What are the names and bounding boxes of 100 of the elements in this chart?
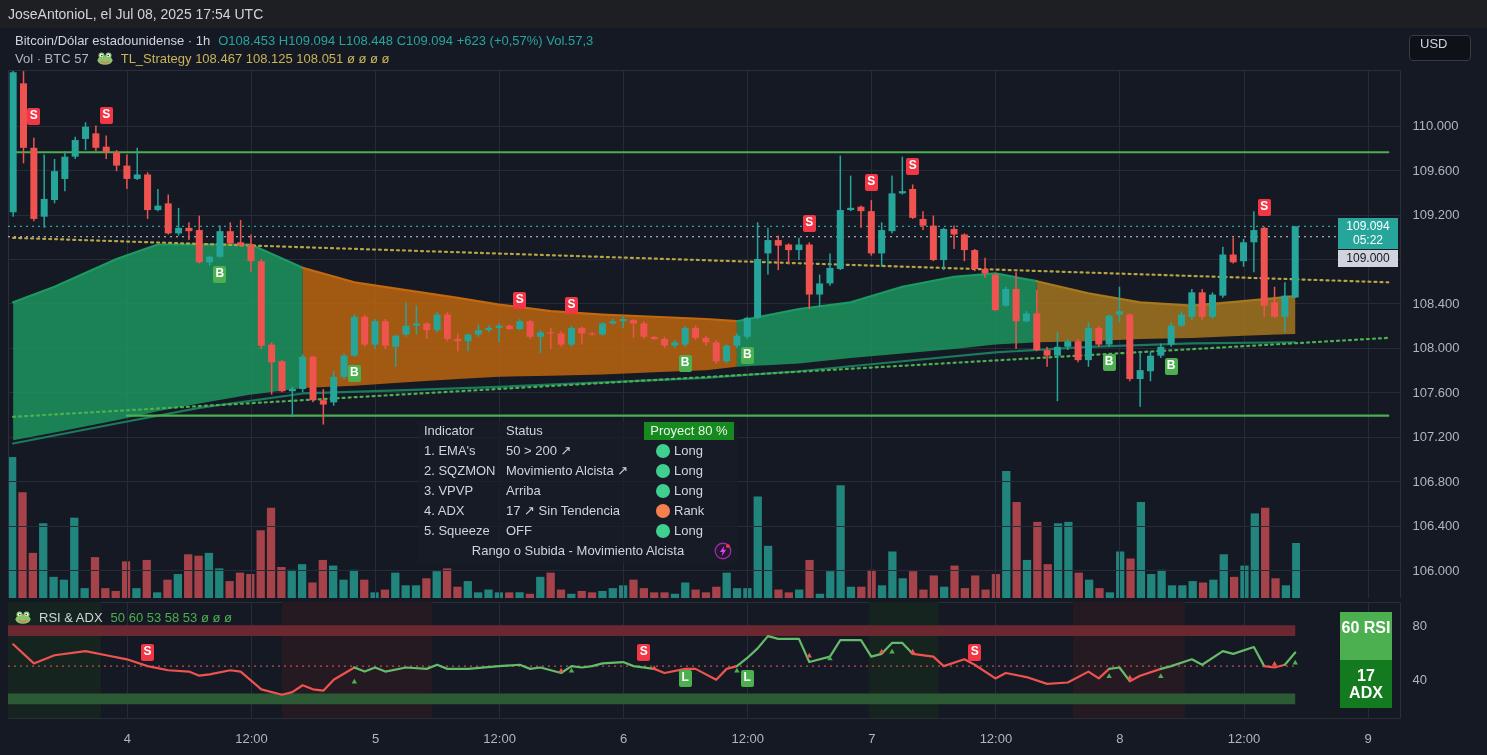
bar — [815, 593, 825, 598]
bar — [1209, 579, 1218, 598]
x-tick-label: 6 — [620, 730, 628, 746]
annotation: 5. Squeeze — [424, 523, 490, 539]
annotation: B — [347, 364, 361, 382]
bar — [1271, 578, 1280, 598]
bar — [411, 585, 421, 598]
candlestick — [1167, 321, 1175, 348]
annotation: 1. EMA's — [424, 443, 476, 459]
annotation: S — [564, 297, 578, 315]
bar — [256, 530, 265, 598]
candlestick — [340, 352, 348, 380]
bar — [536, 576, 545, 598]
bar — [919, 589, 928, 598]
bar — [391, 572, 400, 598]
y-tick-label: 108.400 — [1412, 295, 1460, 311]
bar — [1095, 588, 1104, 598]
bar — [152, 592, 162, 598]
candlestick — [1229, 237, 1237, 265]
bar — [567, 593, 576, 598]
y-tick-label: 106.400 — [1412, 518, 1460, 534]
annotation: S — [864, 173, 878, 191]
x-tick-label: 12:00 — [1227, 730, 1261, 746]
bar — [981, 589, 990, 598]
bar — [1240, 565, 1249, 598]
bar — [442, 568, 452, 598]
bar — [898, 578, 907, 598]
annotation: B — [213, 266, 227, 284]
candlestick — [960, 232, 968, 262]
candlestick — [1271, 286, 1279, 319]
y-tick-label: 106.800 — [1412, 473, 1460, 489]
candlestick — [971, 248, 979, 272]
bar — [266, 507, 276, 598]
candlestick — [1209, 291, 1217, 320]
annotation: S — [906, 158, 920, 176]
bar — [1064, 521, 1073, 598]
candlestick — [981, 257, 989, 279]
annotation: Long — [674, 463, 703, 479]
point — [651, 665, 657, 670]
bar — [111, 590, 120, 598]
bar — [857, 586, 866, 598]
candlestick — [247, 233, 255, 274]
x-tick-label: 12:00 — [235, 730, 268, 746]
annotation: B — [740, 347, 754, 365]
bar — [608, 588, 617, 598]
bar — [929, 575, 938, 598]
line-series — [12, 341, 1297, 445]
bar — [80, 588, 89, 598]
text: Vol · BTC 57 — [15, 51, 89, 66]
bar — [1178, 585, 1187, 598]
candlestick — [371, 318, 379, 350]
annotation: Long — [674, 483, 703, 499]
bar — [556, 589, 566, 598]
bar — [225, 581, 234, 598]
bar — [432, 571, 441, 598]
bar — [1250, 513, 1259, 598]
annotation: S — [27, 108, 41, 126]
bar — [505, 592, 514, 598]
bar — [297, 564, 307, 598]
text: RSI & ADX — [39, 610, 103, 625]
point — [878, 648, 885, 654]
bar — [908, 571, 918, 598]
candlestick — [774, 234, 782, 271]
bar — [940, 586, 949, 598]
bar — [877, 585, 887, 598]
bar — [639, 588, 648, 598]
bar — [453, 586, 462, 598]
bar — [701, 592, 711, 598]
bar — [380, 589, 390, 598]
bar — [753, 496, 762, 598]
annotation: S — [802, 214, 816, 232]
bar — [1084, 579, 1094, 598]
candlestick — [526, 319, 534, 340]
y-tick-label: 110.000 — [1412, 118, 1459, 134]
point — [1271, 661, 1278, 666]
bar — [474, 592, 483, 598]
bar — [101, 588, 110, 598]
y-tick-label: 109.200 — [1412, 207, 1460, 223]
bar — [484, 589, 493, 598]
bar — [1053, 523, 1063, 598]
candlestick — [743, 316, 751, 340]
point — [806, 652, 813, 658]
candlestick — [1136, 350, 1144, 408]
bar — [463, 581, 472, 598]
x-tick-label: 4 — [123, 730, 132, 746]
bar — [28, 552, 37, 598]
bar — [743, 588, 752, 598]
point — [734, 667, 740, 673]
bar — [1219, 554, 1228, 598]
bar — [763, 545, 773, 598]
candlestick — [319, 388, 327, 426]
bar — [142, 559, 151, 598]
point — [558, 667, 564, 673]
bar — [660, 592, 669, 598]
candlestick — [723, 343, 731, 365]
bar — [836, 485, 845, 598]
annotation: S — [968, 643, 982, 661]
text: TL_Strategy 108.467 108.125 108.051 ø ø ø ø — [120, 51, 390, 66]
bar — [650, 592, 659, 598]
ref-line-label: 109.094 — [1345, 218, 1391, 233]
